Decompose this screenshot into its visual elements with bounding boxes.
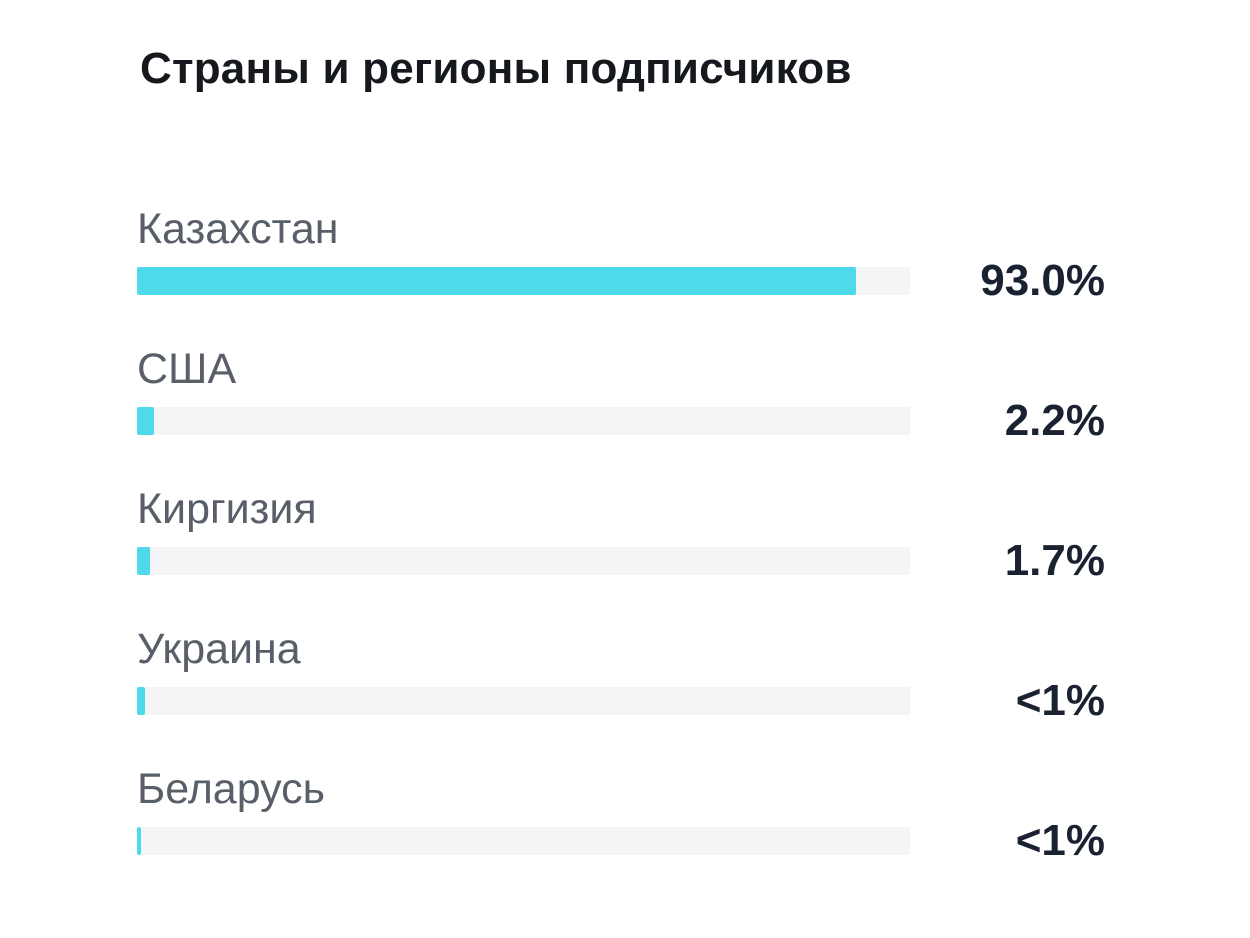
bar-line: 93.0% (137, 256, 1105, 305)
bar-track (137, 407, 910, 435)
country-label: Украина (137, 625, 301, 673)
chart-rows: Казахстан 93.0% США 2.2% Киргизия 1.7% Украина… (137, 204, 1105, 904)
bar-line: 1.7% (137, 536, 1105, 585)
country-label: Казахстан (137, 205, 339, 253)
bar-fill (137, 547, 151, 575)
bar-fill (137, 827, 141, 855)
chart-row: США 2.2% (137, 344, 1105, 445)
chart-title: Страны и регионы подписчиков (140, 44, 852, 93)
chart-row: Украина <1% (137, 624, 1105, 725)
bar-fill (137, 267, 856, 295)
bar-track (137, 687, 910, 715)
percent-value: 1.7% (1004, 536, 1105, 585)
bar-line: 2.2% (137, 396, 1105, 445)
bar-line: <1% (137, 816, 1105, 865)
chart-row: Киргизия 1.7% (137, 484, 1105, 585)
percent-value: <1% (1015, 816, 1105, 865)
country-label: США (137, 345, 237, 393)
bar-track (137, 547, 910, 575)
percent-value: <1% (1015, 676, 1105, 725)
bar-track (137, 267, 910, 295)
percent-value: 2.2% (1004, 396, 1105, 445)
country-label: Беларусь (137, 765, 326, 813)
country-label: Киргизия (137, 485, 317, 533)
chart-row: Казахстан 93.0% (137, 204, 1105, 305)
percent-value: 93.0% (980, 256, 1105, 305)
bar-fill (137, 687, 145, 715)
bar-line: <1% (137, 676, 1105, 725)
bar-track (137, 827, 910, 855)
bar-fill (137, 407, 154, 435)
chart-row: Беларусь <1% (137, 764, 1105, 865)
